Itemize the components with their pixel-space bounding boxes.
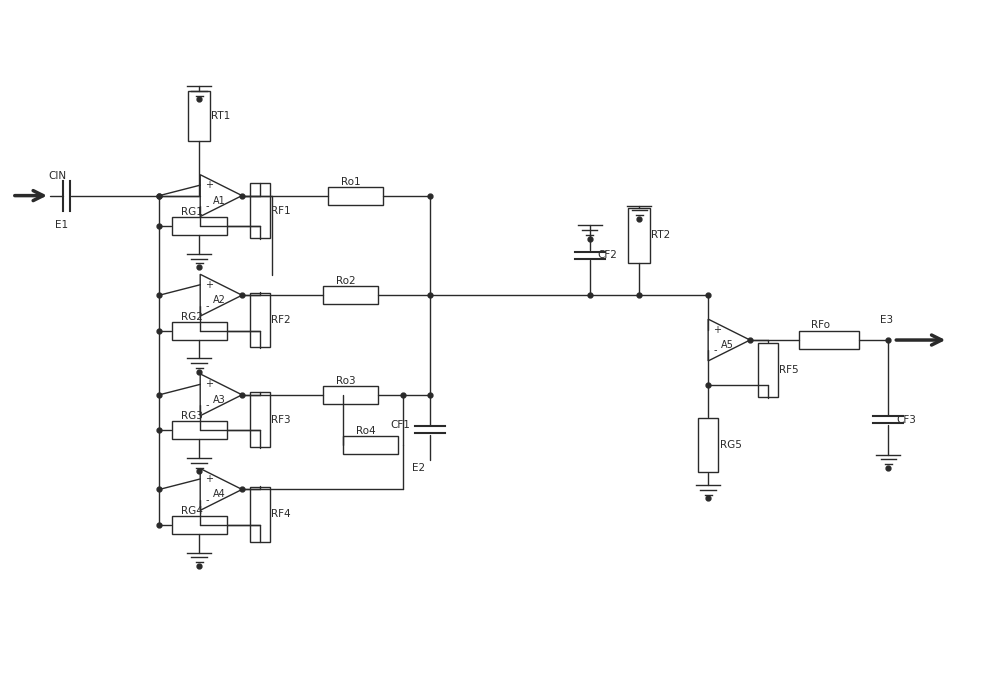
Text: CF1: CF1: [390, 420, 410, 430]
Text: Ro2: Ro2: [336, 276, 355, 286]
Bar: [172, 217, 227, 235]
Text: Ro3: Ro3: [336, 376, 355, 386]
Bar: [323, 386, 378, 404]
Text: -: -: [713, 346, 717, 355]
Text: -: -: [205, 400, 209, 410]
Text: +: +: [713, 325, 721, 335]
Bar: [172, 321, 227, 339]
Bar: [172, 516, 227, 534]
Bar: [698, 418, 718, 473]
Text: RT2: RT2: [651, 230, 671, 240]
Text: +: +: [205, 280, 213, 290]
Bar: [250, 183, 270, 238]
Text: -: -: [205, 201, 209, 211]
Text: RG1: RG1: [181, 207, 203, 217]
Text: A3: A3: [213, 395, 226, 405]
Text: RG4: RG4: [181, 506, 203, 516]
Text: RG2: RG2: [181, 312, 203, 321]
Bar: [188, 91, 210, 141]
Text: -: -: [205, 495, 209, 505]
Bar: [343, 436, 398, 454]
Text: RT1: RT1: [211, 111, 230, 121]
Text: RF3: RF3: [271, 415, 291, 425]
Bar: [758, 343, 778, 397]
Bar: [250, 293, 270, 348]
Text: +: +: [205, 380, 213, 389]
Text: E2: E2: [412, 462, 425, 473]
Bar: [328, 187, 383, 205]
Text: A5: A5: [721, 340, 734, 350]
Bar: [799, 331, 859, 349]
Text: -: -: [205, 301, 209, 311]
Text: E1: E1: [55, 221, 68, 230]
Text: RF4: RF4: [271, 509, 291, 519]
Text: CF3: CF3: [896, 415, 916, 425]
Text: A1: A1: [213, 196, 226, 205]
Text: CF2: CF2: [598, 251, 617, 260]
Text: RF5: RF5: [779, 365, 799, 375]
Bar: [250, 392, 270, 447]
Bar: [323, 286, 378, 304]
Text: +: +: [205, 474, 213, 484]
Text: CIN: CIN: [49, 171, 67, 180]
Text: A2: A2: [213, 295, 226, 305]
Bar: [250, 487, 270, 542]
Text: RG5: RG5: [720, 440, 742, 450]
Text: RF2: RF2: [271, 315, 291, 325]
Text: RFo: RFo: [811, 320, 830, 330]
Text: +: +: [205, 180, 213, 190]
Text: Ro1: Ro1: [341, 177, 360, 187]
Text: E3: E3: [880, 315, 894, 325]
Bar: [172, 421, 227, 439]
Text: RG3: RG3: [181, 412, 203, 421]
Text: RF1: RF1: [271, 206, 291, 216]
Bar: [628, 208, 650, 263]
Text: Ro4: Ro4: [356, 425, 375, 436]
Text: A4: A4: [213, 489, 226, 500]
